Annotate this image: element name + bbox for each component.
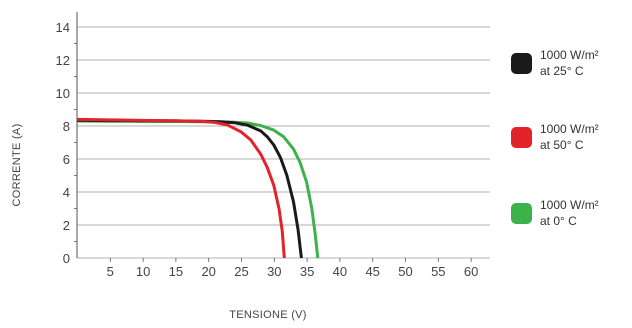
legend-label-50c-line1: 1000 W/m² (540, 122, 599, 136)
legend: 1000 W/m² at 25° C 1000 W/m² at 50° C 10… (511, 48, 599, 228)
y-tick-label: 8 (63, 119, 70, 134)
series-line-50c (76, 117, 286, 259)
series-lines (76, 117, 320, 259)
legend-item-50c: 1000 W/m² at 50° C (511, 122, 599, 152)
legend-swatch-50c (511, 127, 532, 148)
series-line-25c (76, 118, 303, 259)
legend-label-0c-line2: at 0° C (540, 214, 577, 228)
x-tick-label: 35 (300, 264, 314, 279)
x-tick-label: 30 (267, 264, 281, 279)
legend-label-25c-line2: at 25° C (540, 64, 584, 78)
legend-label-25c-line1: 1000 W/m² (540, 48, 599, 62)
y-tick-label: 14 (56, 20, 70, 35)
x-tick-label: 50 (398, 264, 412, 279)
legend-swatch-25c (511, 53, 532, 74)
legend-label-0c-line1: 1000 W/m² (540, 198, 599, 212)
x-tick-label: 20 (201, 264, 215, 279)
y-tick-label: 0 (63, 251, 70, 266)
x-tick-label: 25 (234, 264, 248, 279)
y-tick-label: 10 (56, 86, 70, 101)
y-tick-label: 12 (56, 53, 70, 68)
x-axis-title: TENSIONE (V) (229, 309, 307, 321)
legend-label-50c-line2: at 50° C (540, 138, 584, 152)
legend-item-25c: 1000 W/m² at 25° C (511, 48, 599, 78)
grid-layer (74, 26, 490, 262)
y-tick-label: 6 (63, 152, 70, 167)
y-tick-label: 2 (63, 218, 70, 233)
x-tick-label: 55 (431, 264, 445, 279)
x-tick-label: 45 (365, 264, 379, 279)
y-tick-label: 4 (63, 185, 70, 200)
legend-swatch-0c (511, 203, 532, 224)
x-tick-label: 15 (169, 264, 183, 279)
legend-item-0c: 1000 W/m² at 0° C (511, 198, 599, 228)
x-tick-label: 10 (136, 264, 150, 279)
x-tick-label: 60 (464, 264, 478, 279)
x-tick-label: 5 (107, 264, 114, 279)
x-tick-label: 40 (333, 264, 347, 279)
tick-labels: 0 2 4 6 8 10 12 14 5 10 15 20 25 30 35 40 45 50 55 60 (56, 20, 479, 279)
y-axis-title: CORRENTE (A) (11, 123, 23, 206)
